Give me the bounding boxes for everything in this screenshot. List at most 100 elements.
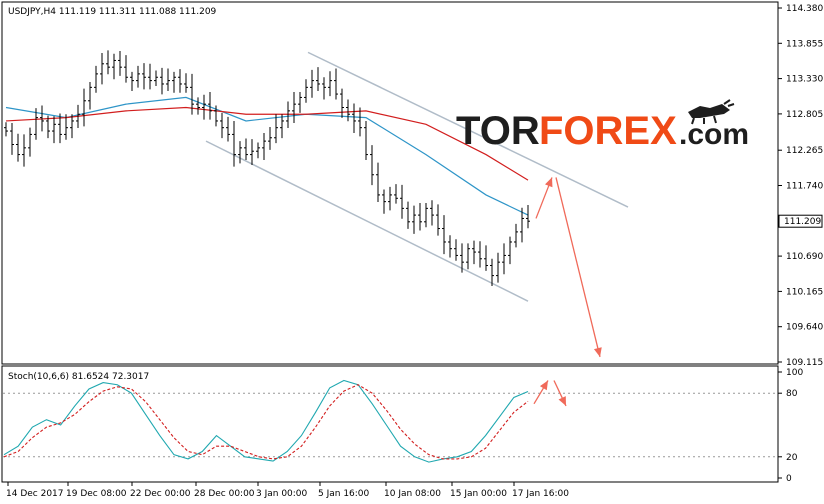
torforex-logo: TOR FOREX .com [456,99,749,153]
candle [190,73,194,115]
candle [334,68,338,100]
chart-header: USDJPY,H4 111.119 111.311 111.088 111.20… [8,7,217,17]
candle [76,104,80,129]
candle [526,205,530,229]
candle [232,120,236,167]
stoch-signal-line [3,384,529,460]
candle [16,133,20,162]
candle [340,88,344,118]
candle [466,243,470,270]
candle [184,73,188,93]
candle [256,142,260,159]
candle [322,77,326,100]
current-price-label: 111.209 [784,217,821,227]
candle [52,116,56,144]
candle [220,112,224,139]
candle [496,252,500,283]
channel-upper-line [307,51,629,208]
candle [262,133,266,160]
candle [490,258,494,287]
candle [436,204,440,236]
x-tick-label: 17 Jan 16:00 [512,489,569,499]
stoch-header: Stoch(10,6,6) 81.6524 72.3017 [8,372,149,382]
candle [394,184,398,204]
logo-com: .com [679,118,749,151]
candle [64,114,68,140]
candle [310,69,314,98]
candle [352,103,356,134]
y-tick-label: 113.855 [786,39,823,49]
candle [520,207,524,243]
y-tick-label: 114.380 [786,4,823,14]
candle [418,202,422,231]
y-tick-label: 110.165 [786,287,823,297]
stoch-chart-layer [3,379,777,463]
x-tick-label: 28 Dec 00:00 [194,489,255,499]
candle [142,63,146,90]
stoch-up-arrow-head [539,380,548,391]
main-chart-layer [4,50,629,358]
candle [268,127,272,150]
y-tick-label: 109.115 [786,358,823,368]
candle [136,65,140,88]
candle [70,114,74,139]
candle [250,139,254,165]
candle [472,240,476,265]
y-tick-label: 112.265 [786,146,823,156]
candle [382,189,386,214]
x-tick-label: 19 Dec 08:00 [66,489,127,499]
y-tick-label: 112.805 [786,110,823,120]
candle [364,120,368,160]
candle [112,53,116,80]
candle [196,97,200,115]
stoch-main-line [3,379,529,463]
candle [274,114,278,144]
candle [154,70,158,86]
axes-layer: 114.380 113.855 113.330 112.805 112.265 111.7… [6,4,823,499]
candle [148,63,152,90]
candle [400,184,404,219]
candle [514,223,518,248]
x-tick-label: 15 Jan 00:00 [450,489,507,499]
candle [460,243,464,273]
candle [100,53,104,85]
stoch-pane-frame [1,365,779,483]
candle [82,88,86,127]
logo-tor: TOR [456,109,540,153]
candle [106,50,110,75]
candle [226,116,230,142]
stoch-y-tick-label: 80 [786,389,798,399]
candle [286,101,290,129]
y-tick-label: 111.740 [786,182,823,192]
candle [502,243,506,275]
candle [292,92,296,123]
main-pane-frame [1,1,779,365]
candle [124,55,128,83]
candle [508,236,512,265]
x-tick-label: 10 Jan 08:00 [384,489,441,499]
candle [298,92,302,113]
y-tick-label: 110.690 [786,252,823,262]
y-tick-label: 109.640 [786,323,823,333]
candle [172,71,176,93]
candle [214,105,218,127]
forecast-down-arrow-shaft [555,177,601,358]
candle [478,241,482,268]
candle [346,99,350,122]
candle [4,122,8,137]
candle [58,113,62,144]
candle [166,68,170,92]
x-tick-label: 22 Dec 00:00 [130,489,191,499]
candle [484,245,488,271]
candle [22,134,26,167]
candle [28,127,32,157]
candle [10,122,14,155]
candle [430,200,434,226]
candle [178,69,182,93]
logo-forex: FOREX [539,109,677,153]
forecast-down-arrow-head [593,347,602,357]
bull-logo-icon [688,99,735,125]
candle [244,138,248,160]
candle [34,108,38,140]
